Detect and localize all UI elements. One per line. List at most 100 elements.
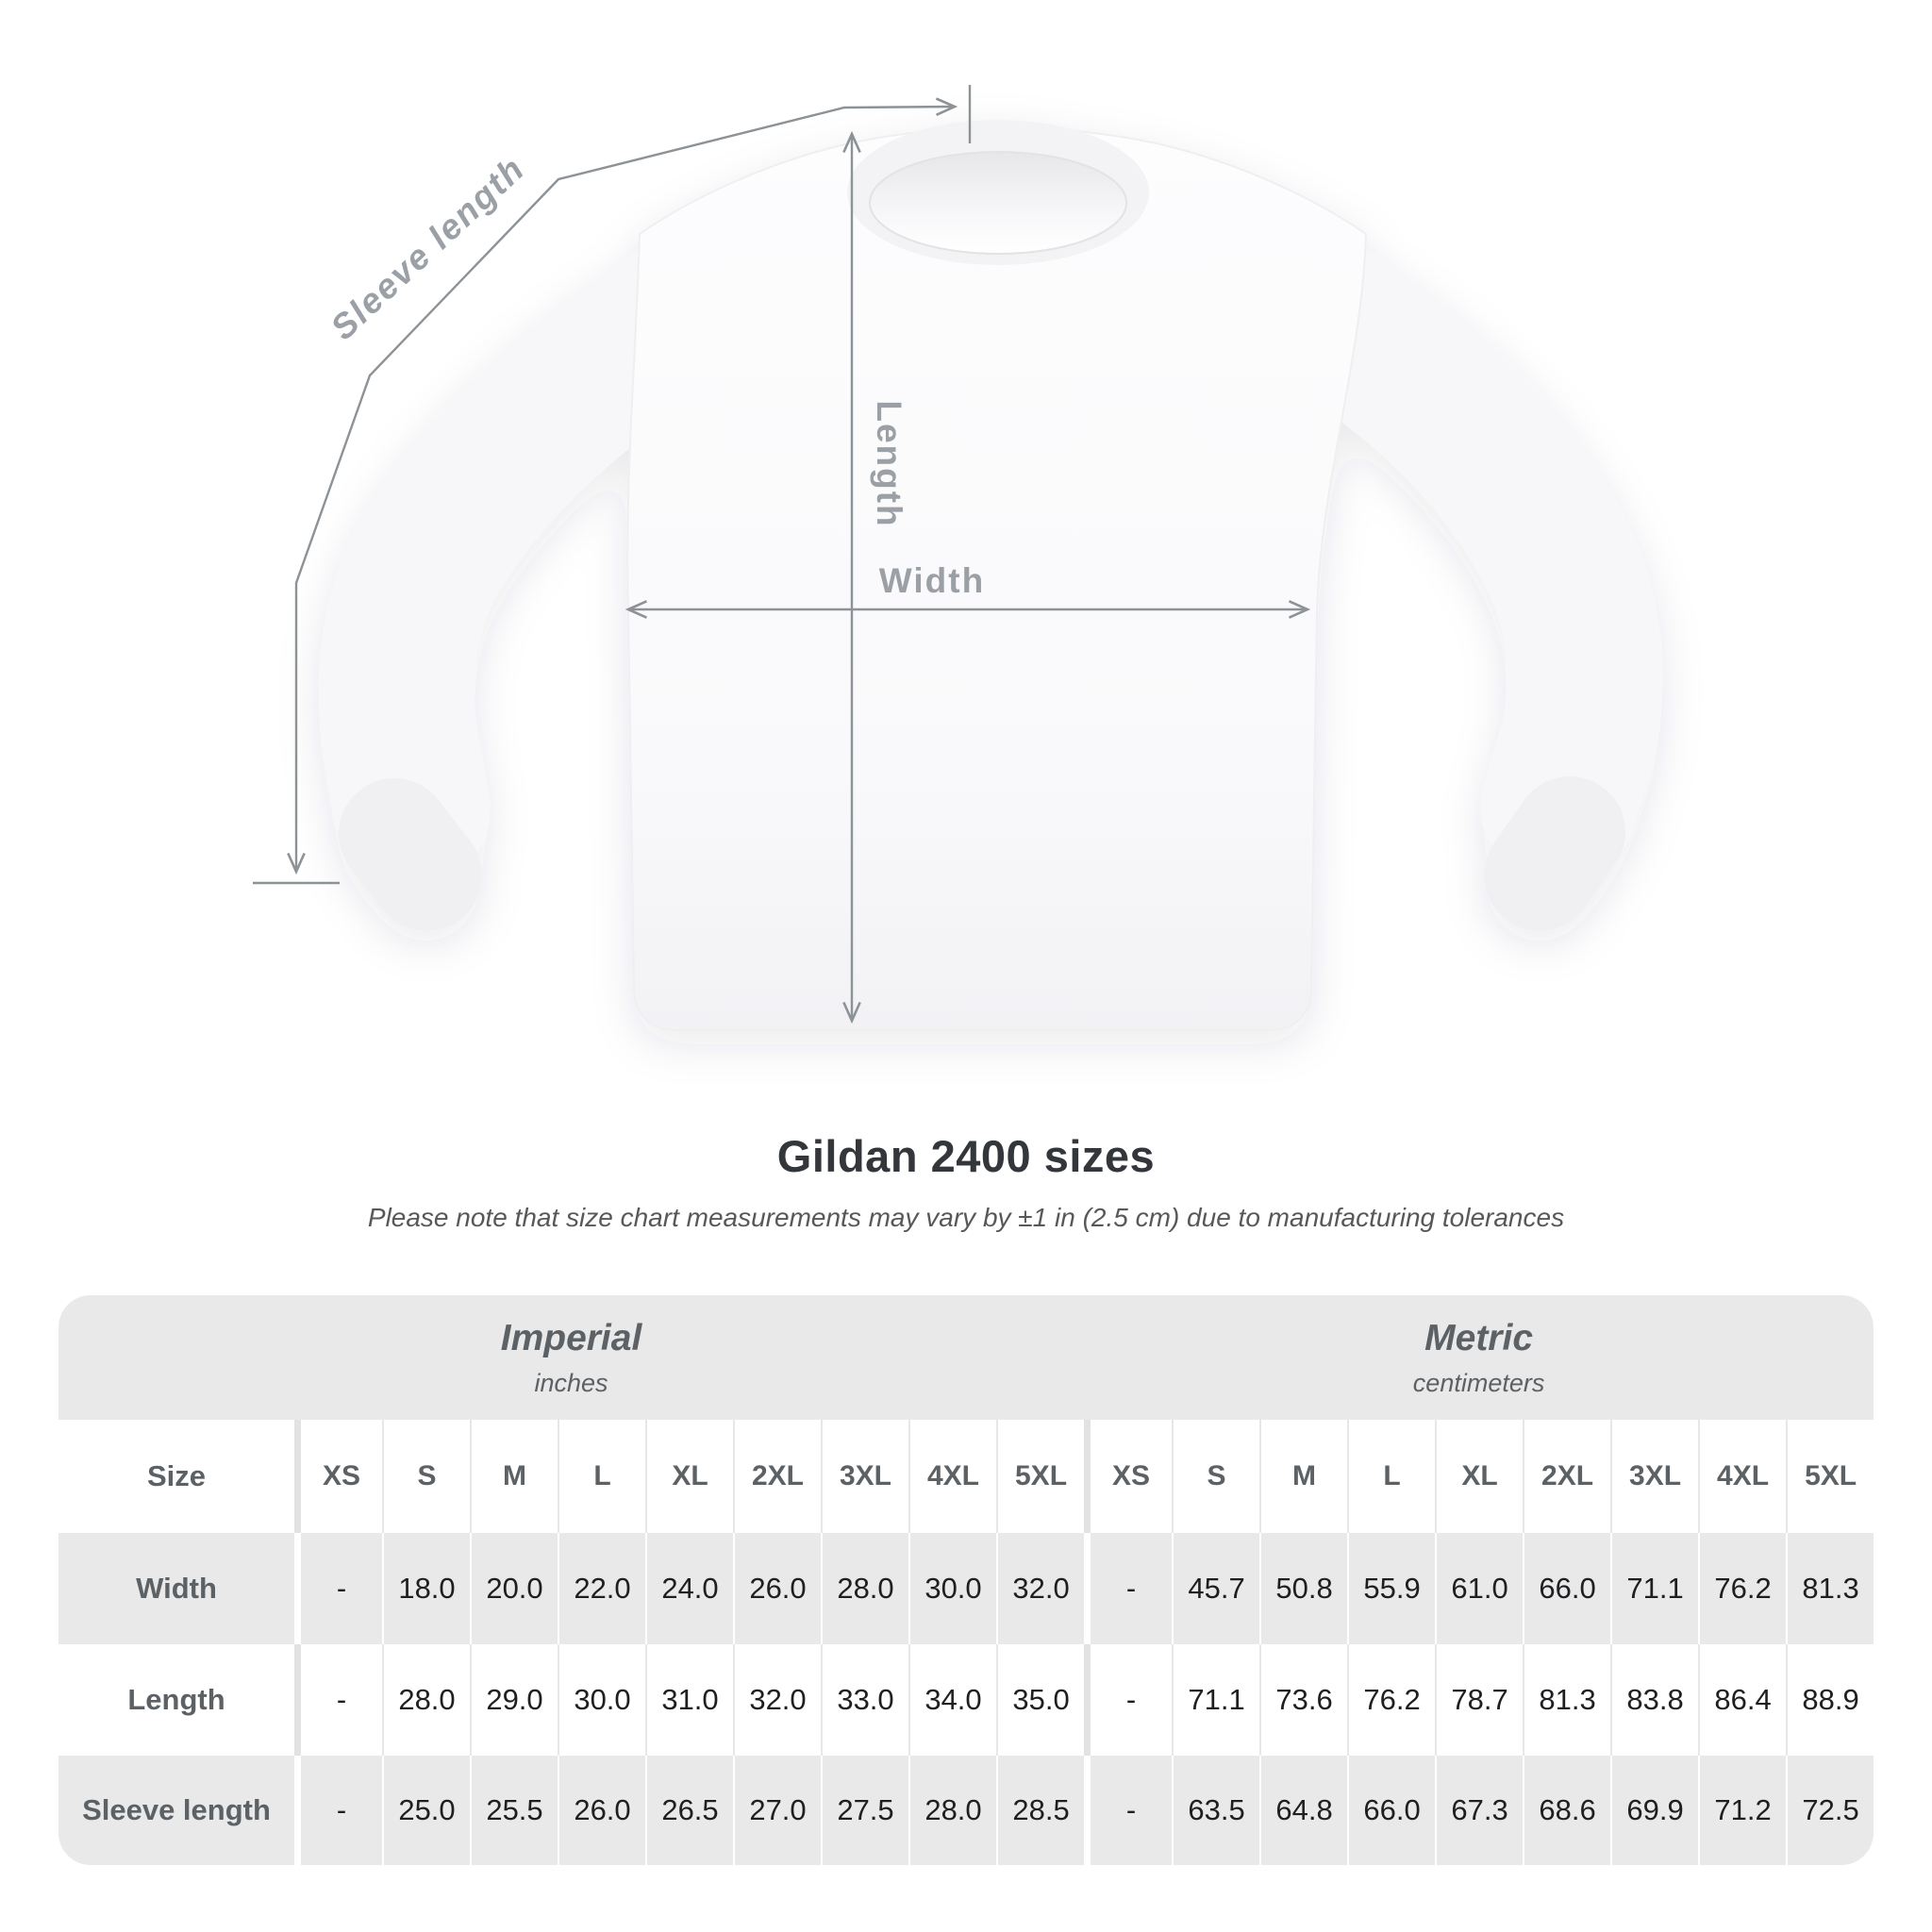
size-header-metric-xs: XS [1084,1420,1173,1533]
width-cell: 76.2 [1698,1533,1787,1644]
width-cell: - [294,1533,382,1644]
size-header-imperial-xl: XL [645,1420,733,1533]
length-cell: 73.6 [1259,1644,1348,1756]
group-metric: Metric centimeters [1084,1295,1874,1420]
size-header-metric-5xl: 5XL [1786,1420,1874,1533]
sleeve-cell: - [294,1756,382,1865]
size-header-row: Size XS S M L XL 2XL 3XL 4XL 5XL XS S M … [58,1420,1874,1533]
size-header-metric-3xl: 3XL [1610,1420,1699,1533]
length-cell: 30.0 [558,1644,645,1756]
group-imperial-unit: inches [534,1368,608,1397]
size-table-grid: Imperial inches Metric centimeters Size … [58,1295,1874,1865]
size-header-imperial-5xl: 5XL [996,1420,1085,1533]
sleeve-cell: 72.5 [1786,1756,1874,1865]
sleeve-cell: 26.5 [645,1756,733,1865]
size-header-imperial-4xl: 4XL [908,1420,996,1533]
width-label: Width [879,561,985,600]
size-header-imperial-m: M [470,1420,558,1533]
sleeve-cell: 66.0 [1347,1756,1436,1865]
size-header-metric-m: M [1259,1420,1348,1533]
length-cell: 76.2 [1347,1644,1436,1756]
sleeve-cell: 67.3 [1435,1756,1524,1865]
size-column-header: Size [58,1420,294,1533]
sleeve-length-line [287,97,958,875]
length-cell: 28.0 [382,1644,470,1756]
size-header-metric-xl: XL [1435,1420,1524,1533]
length-cell: 83.8 [1610,1644,1699,1756]
sleeve-length-label: Sleeve length [324,149,532,347]
width-cell: 45.7 [1172,1533,1260,1644]
shirt-diagram: Sleeve length Length Width [253,85,1663,1031]
length-cell: 35.0 [996,1644,1085,1756]
width-cell: 71.1 [1610,1533,1699,1644]
width-cell: 50.8 [1259,1533,1348,1644]
group-metric-label: Metric [1424,1317,1534,1358]
sleeve-cell: 27.5 [821,1756,908,1865]
size-header-metric-l: L [1347,1420,1436,1533]
length-cell: 78.7 [1435,1644,1524,1756]
length-cell: 31.0 [645,1644,733,1756]
width-cell: - [1084,1533,1173,1644]
sleeve-cell: 25.5 [470,1756,558,1865]
width-cell: 20.0 [470,1533,558,1644]
row-label-length: Length [58,1644,294,1756]
length-cell: 71.1 [1172,1644,1260,1756]
length-cell: 88.9 [1786,1644,1874,1756]
size-header-metric-2xl: 2XL [1523,1420,1611,1533]
group-metric-unit: centimeters [1412,1368,1545,1397]
size-header-metric-4xl: 4XL [1698,1420,1787,1533]
length-row: Length - 28.0 29.0 30.0 31.0 32.0 33.0 3… [58,1644,1874,1756]
length-cell: 29.0 [470,1644,558,1756]
length-cell: 32.0 [733,1644,821,1756]
width-cell: 61.0 [1435,1533,1524,1644]
size-table: Imperial inches Metric centimeters Size … [58,1295,1874,1865]
group-imperial: Imperial inches [58,1295,1085,1420]
sleeve-length-row: Sleeve length - 25.0 25.5 26.0 26.5 27.0… [58,1756,1874,1865]
sleeve-cell: 63.5 [1172,1756,1260,1865]
width-cell: 30.0 [908,1533,996,1644]
length-cell: 81.3 [1523,1644,1611,1756]
row-label-sleeve-length: Sleeve length [58,1756,294,1865]
width-cell: 81.3 [1786,1533,1874,1644]
length-label: Length [870,400,908,527]
length-cell: 34.0 [908,1644,996,1756]
sleeve-cell: 25.0 [382,1756,470,1865]
size-header-metric-s: S [1172,1420,1260,1533]
shirt-illustration [318,120,1663,1031]
length-cell: - [1084,1644,1173,1756]
unit-group-header-row: Imperial inches Metric centimeters [58,1295,1874,1420]
length-cell: 33.0 [821,1644,908,1756]
sleeve-cell: 71.2 [1698,1756,1787,1865]
width-cell: 24.0 [645,1533,733,1644]
width-cell: 32.0 [996,1533,1085,1644]
size-header-imperial-2xl: 2XL [733,1420,821,1533]
size-header-imperial-xs: XS [294,1420,382,1533]
sleeve-cell: 68.6 [1523,1756,1611,1865]
page-title: Gildan 2400 sizes [776,1131,1156,1181]
size-header-imperial-3xl: 3XL [821,1420,908,1533]
sleeve-cell: 69.9 [1610,1756,1699,1865]
width-cell: 28.0 [821,1533,908,1644]
width-cell: 66.0 [1523,1533,1611,1644]
width-cell: 18.0 [382,1533,470,1644]
group-imperial-label: Imperial [500,1317,642,1358]
page-subtitle: Please note that size chart measurements… [367,1203,1565,1232]
sleeve-cell: - [1084,1756,1173,1865]
size-header-imperial-l: L [558,1420,645,1533]
sleeve-cell: 64.8 [1259,1756,1348,1865]
size-header-imperial-s: S [382,1420,470,1533]
shirt-right-cuff [1484,776,1625,931]
length-cell: 86.4 [1698,1644,1787,1756]
length-cell: - [294,1644,382,1756]
shirt-collar-opening [869,151,1127,255]
width-cell: 26.0 [733,1533,821,1644]
width-row: Width - 18.0 20.0 22.0 24.0 26.0 28.0 30… [58,1533,1874,1644]
width-cell: 22.0 [558,1533,645,1644]
sleeve-cell: 28.5 [996,1756,1085,1865]
sleeve-cell: 26.0 [558,1756,645,1865]
row-label-width: Width [58,1533,294,1644]
shirt-right-sleeve [1191,205,1663,885]
sleeve-cell: 28.0 [908,1756,996,1865]
width-cell: 55.9 [1347,1533,1436,1644]
